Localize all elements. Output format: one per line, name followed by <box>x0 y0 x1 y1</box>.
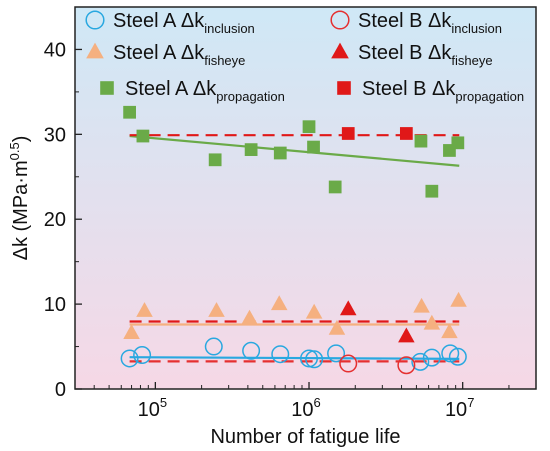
a-propagation-point <box>136 129 150 143</box>
a-fisheye-legend-marker <box>86 42 104 59</box>
y-axis-title-exponent: 0.5 <box>7 142 22 160</box>
a-inclusion-point <box>120 349 139 368</box>
a-fisheye-point <box>208 302 225 317</box>
a-fisheye-point <box>270 295 288 311</box>
a-fisheye-legend-label: Steel A Δkfisheye <box>113 42 245 68</box>
x-tick-label: 105 <box>138 395 167 421</box>
x-axis: 105 106 107 <box>93 382 510 421</box>
y-tick-label: 10 <box>44 294 66 316</box>
y-axis-title: Δk (MPa·m0.5) <box>7 136 32 261</box>
a-inclusion-point <box>204 337 223 356</box>
a-inclusion-point <box>448 347 467 366</box>
b-fisheye-point <box>339 300 357 316</box>
y-axis-title-close: ) <box>10 136 32 143</box>
y-tick-label: 0 <box>55 379 66 401</box>
legend: Steel A Δkinclusion Steel A Δkfisheye Stee… <box>85 10 524 104</box>
a-fisheye-point <box>423 314 441 330</box>
a-inclusion-point <box>300 349 319 368</box>
a-fisheye-point <box>328 319 346 335</box>
a-propagation-point <box>244 143 258 156</box>
y-axis: 0 10 20 30 40 <box>44 39 82 401</box>
b-propagation-legend-label: Steel B Δkpropagation <box>362 78 524 104</box>
b-inclusion-point <box>339 354 358 373</box>
x-axis-title: Number of fatigue life <box>210 426 400 448</box>
y-tick-label: 30 <box>44 124 66 146</box>
a-propagation-point <box>208 153 222 167</box>
a-propagation-legend-label: Steel A Δkpropagation <box>125 78 285 104</box>
a-propagation-point <box>425 184 439 198</box>
a-propagation-point <box>307 140 320 154</box>
a-inclusion-point <box>242 341 261 360</box>
data-points <box>120 105 467 375</box>
a-fisheye-point <box>136 302 153 317</box>
a-propagation-point <box>451 136 465 150</box>
b-fisheye-legend-marker <box>331 42 349 59</box>
a-fisheye-point <box>450 291 467 307</box>
a-propagation-fit-line <box>129 134 460 167</box>
b-inclusion-point <box>397 356 416 375</box>
b-propagation-point <box>399 127 413 140</box>
a-inclusion-point <box>422 348 441 367</box>
a-propagation-legend-marker <box>100 81 114 95</box>
a-propagation-point <box>414 134 428 148</box>
a-inclusion-fit-line <box>129 356 460 360</box>
a-propagation-point <box>273 146 287 160</box>
b-propagation-point <box>341 127 355 140</box>
x-tick-label: 107 <box>445 395 474 421</box>
a-propagation-point <box>302 120 316 134</box>
a-propagation-point <box>328 180 342 194</box>
b-fisheye-point <box>398 327 415 343</box>
b-inclusion-legend-label: Steel B Δkinclusion <box>358 10 502 36</box>
a-fisheye-point <box>123 324 140 339</box>
a-inclusion-legend-label: Steel A Δkinclusion <box>113 10 255 36</box>
a-propagation-point <box>123 105 136 119</box>
a-inclusion-point <box>441 344 460 363</box>
x-tick-label: 106 <box>291 395 320 421</box>
a-inclusion-point <box>411 352 430 371</box>
a-fisheye-point <box>441 323 458 339</box>
a-fisheye-point <box>305 303 323 319</box>
y-tick-label: 20 <box>44 209 66 231</box>
b-fisheye-legend-label: Steel B Δkfisheye <box>358 42 493 68</box>
a-fisheye-point <box>241 309 258 325</box>
a-inclusion-point <box>271 345 290 364</box>
a-inclusion-point <box>305 350 324 369</box>
plot-frame <box>74 6 537 390</box>
b-inclusion-legend-marker <box>330 10 350 30</box>
y-tick-label: 40 <box>44 39 66 61</box>
a-inclusion-legend-marker <box>85 10 105 30</box>
a-inclusion-point <box>133 346 152 365</box>
b-propagation-legend-marker <box>337 81 351 95</box>
a-fisheye-point <box>413 297 430 313</box>
y-axis-title-base: Δk (MPa·m <box>10 160 32 260</box>
a-inclusion-point <box>327 344 346 363</box>
